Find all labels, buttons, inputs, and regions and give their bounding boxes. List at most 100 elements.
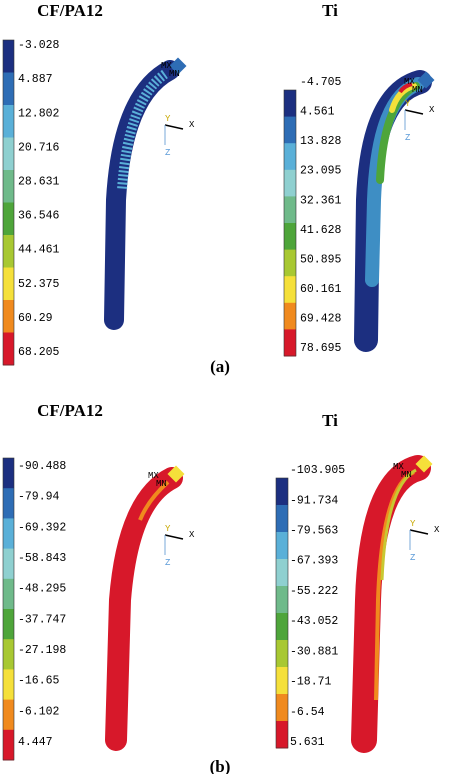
- legend-swatch: [3, 458, 14, 489]
- legend-label: -43.052: [290, 615, 338, 628]
- legend-label: 28.631: [18, 175, 60, 188]
- legend-swatch: [3, 267, 14, 301]
- triad-label: Y: [165, 114, 171, 124]
- legend-swatch: [284, 302, 296, 330]
- legend-label: -18.71: [290, 676, 332, 689]
- legend-swatch: [276, 721, 288, 749]
- panel-label: (a): [210, 357, 230, 376]
- legend-swatch: [284, 223, 296, 251]
- legend-label: -30.881: [290, 645, 338, 658]
- legend-swatch: [284, 90, 296, 118]
- triad-label: Z: [165, 558, 171, 568]
- legend-swatch: [3, 202, 14, 236]
- legend-swatch: [276, 586, 288, 614]
- plot-title: Ti: [322, 411, 338, 430]
- legend-label: -103.905: [290, 464, 345, 477]
- legend-swatch: [284, 196, 296, 224]
- legend-swatch: [3, 548, 14, 580]
- axis-line: [404, 109, 424, 115]
- legend-label: -3.028: [18, 39, 60, 52]
- legend-label: -6.102: [18, 705, 60, 718]
- legend-swatch: [3, 40, 14, 73]
- legend-label: -27.198: [18, 644, 66, 657]
- legend-label: 13.828: [300, 135, 342, 148]
- legend-label: 41.628: [300, 224, 342, 237]
- axis-line: [164, 534, 184, 540]
- legend-label: -55.222: [290, 585, 338, 598]
- legend-swatch: [3, 518, 14, 550]
- legend-swatch: [3, 578, 14, 610]
- legend-swatch: [284, 249, 296, 277]
- marker-label: MX: [161, 61, 172, 71]
- legend-swatch: [276, 613, 288, 641]
- stem-model: [104, 57, 187, 330]
- legend-swatch: [3, 699, 14, 731]
- triad-label: Y: [410, 519, 416, 529]
- legend-label: -69.392: [18, 521, 66, 534]
- legend-swatch: [3, 639, 14, 670]
- stem-model: [354, 70, 435, 352]
- axis-line: [409, 529, 429, 535]
- legend-label: -16.65: [18, 675, 60, 688]
- triad-label: Y: [165, 524, 171, 534]
- legend-swatch: [3, 72, 14, 106]
- legend-swatch: [276, 505, 288, 533]
- legend-label: 50.895: [300, 253, 342, 266]
- legend-swatch: [284, 116, 296, 144]
- legend-label: -67.393: [290, 555, 338, 568]
- legend-swatch: [276, 694, 288, 722]
- legend-frame: [283, 89, 297, 357]
- legend-label: 5.631: [290, 736, 325, 749]
- legend-swatch: [284, 276, 296, 304]
- legend-swatch: [284, 169, 296, 197]
- triad-label: X: [434, 525, 440, 535]
- legend-label: 32.361: [300, 194, 342, 207]
- marker-label: MN: [156, 479, 167, 489]
- plot-title: Ti: [322, 1, 338, 20]
- legend-label: 4.561: [300, 106, 335, 119]
- legend-swatch: [276, 532, 288, 560]
- legend-label: -58.843: [18, 552, 66, 565]
- legend-label: 68.205: [18, 346, 60, 359]
- legend-frame: [275, 477, 289, 749]
- legend-label: 52.375: [18, 278, 60, 291]
- legend-label: 44.461: [18, 244, 60, 257]
- marker-label: MN: [401, 470, 412, 480]
- triad-label: Z: [165, 148, 171, 158]
- legend-label: 69.428: [300, 312, 342, 325]
- marker-label: MX: [404, 77, 415, 87]
- panel-label: (b): [210, 757, 231, 774]
- legend-label: 12.802: [18, 107, 60, 120]
- triad-label: Z: [410, 553, 416, 563]
- legend-label: 4.447: [18, 736, 53, 749]
- legend-swatch: [3, 332, 14, 366]
- marker-label: MN: [169, 69, 180, 79]
- legend-swatch: [3, 300, 14, 333]
- triad-label: Y: [405, 99, 411, 109]
- legend-label: 4.887: [18, 73, 53, 86]
- legend-label: -79.563: [290, 524, 338, 537]
- legend-label: -48.295: [18, 583, 66, 596]
- stem-model: [105, 465, 185, 751]
- legend-label: 60.29: [18, 312, 53, 325]
- legend-swatch: [276, 667, 288, 695]
- marker-label: MN: [412, 85, 423, 95]
- legend-swatch: [284, 329, 296, 357]
- legend-frame: [2, 457, 15, 761]
- legend-frame: [2, 39, 15, 366]
- legend-swatch: [276, 478, 288, 506]
- legend-swatch: [3, 137, 14, 171]
- legend-label: -79.94: [18, 491, 60, 504]
- triad-label: X: [189, 530, 195, 540]
- legend-swatch: [3, 729, 14, 761]
- triad-label: X: [429, 105, 435, 115]
- triad-label: Z: [405, 133, 411, 143]
- legend-label: 23.095: [300, 165, 342, 178]
- marker-label: MX: [393, 462, 404, 472]
- legend-label: -90.488: [18, 460, 66, 473]
- legend-swatch: [3, 488, 14, 519]
- legend-label: 78.695: [300, 342, 342, 355]
- legend-label: 36.546: [18, 210, 60, 223]
- legend-swatch: [276, 640, 288, 668]
